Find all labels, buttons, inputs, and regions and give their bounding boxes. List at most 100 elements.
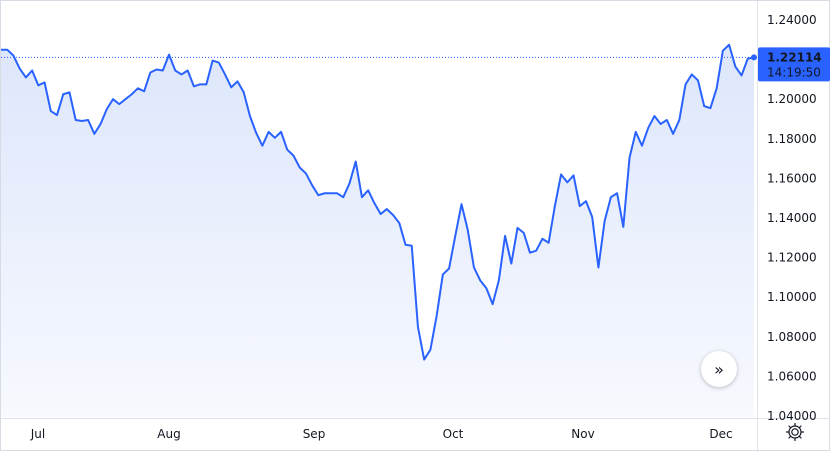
data-point xyxy=(573,174,575,176)
data-point xyxy=(174,69,176,71)
data-point xyxy=(37,84,39,86)
data-point xyxy=(44,81,46,83)
data-point xyxy=(317,194,319,196)
chevron-double-right-icon: » xyxy=(714,359,724,379)
data-point xyxy=(467,229,469,231)
price-series-line xyxy=(1,43,755,361)
data-point xyxy=(81,120,83,122)
data-point xyxy=(691,73,693,75)
data-point xyxy=(255,132,257,134)
data-point xyxy=(330,192,332,194)
data-point xyxy=(62,93,64,95)
data-point xyxy=(541,238,543,240)
data-point xyxy=(261,145,263,147)
data-point xyxy=(417,326,419,328)
data-point xyxy=(411,245,413,247)
x-tick-label: Aug xyxy=(157,427,180,441)
data-point xyxy=(653,115,655,117)
data-point xyxy=(218,62,220,64)
data-point xyxy=(342,196,344,198)
data-point xyxy=(112,98,114,100)
x-tick-label: Jul xyxy=(30,427,45,441)
x-tick-label: Oct xyxy=(443,427,464,441)
data-point xyxy=(118,103,120,105)
data-point xyxy=(187,69,189,71)
data-point xyxy=(93,133,95,135)
data-point xyxy=(498,279,500,281)
data-point xyxy=(591,216,593,218)
data-point xyxy=(741,74,743,76)
x-tick-label: Nov xyxy=(571,427,594,441)
data-point xyxy=(311,184,313,186)
data-point xyxy=(448,267,450,269)
data-point xyxy=(56,114,58,116)
data-point xyxy=(697,79,699,81)
data-point xyxy=(324,192,326,194)
data-point xyxy=(355,161,357,163)
y-tick-label: 1.20000 xyxy=(767,92,817,106)
data-point xyxy=(131,93,133,95)
data-point xyxy=(560,173,562,175)
data-point xyxy=(716,87,718,89)
data-point xyxy=(579,205,581,207)
y-tick-label: 1.12000 xyxy=(767,251,817,265)
data-point xyxy=(286,149,288,151)
data-point xyxy=(6,49,8,51)
data-point xyxy=(622,226,624,228)
data-point xyxy=(87,119,89,121)
gear-icon[interactable] xyxy=(784,421,806,443)
data-point xyxy=(566,181,568,183)
data-point xyxy=(193,85,195,87)
data-point xyxy=(292,155,294,157)
data-point xyxy=(485,287,487,289)
data-point xyxy=(685,83,687,85)
price-area-fill xyxy=(1,44,754,417)
data-point xyxy=(75,119,77,121)
data-point xyxy=(535,250,537,252)
data-point xyxy=(180,73,182,75)
data-point xyxy=(224,73,226,75)
data-point xyxy=(124,98,126,100)
time-axis[interactable]: Jul Aug Sep Oct Nov Dec xyxy=(30,427,733,441)
data-point xyxy=(373,202,375,204)
data-point xyxy=(205,83,207,85)
data-point xyxy=(722,50,724,52)
data-point xyxy=(454,235,456,237)
data-point xyxy=(68,91,70,93)
y-tick-label: 1.06000 xyxy=(767,369,817,383)
data-point xyxy=(523,232,525,234)
data-point xyxy=(349,182,351,184)
data-point xyxy=(212,60,214,62)
y-tick-label: 1.08000 xyxy=(767,330,817,344)
data-point xyxy=(274,137,276,139)
data-point xyxy=(709,107,711,109)
price-axis[interactable]: 1.240001.220001.200001.180001.160001.140… xyxy=(767,13,817,423)
data-point xyxy=(249,115,251,117)
x-tick-label: Dec xyxy=(709,427,732,441)
y-tick-label: 1.24000 xyxy=(767,13,817,27)
data-point xyxy=(423,359,425,361)
data-point xyxy=(367,189,369,191)
data-point xyxy=(168,54,170,56)
data-point xyxy=(554,205,556,207)
data-point xyxy=(299,167,301,169)
data-point xyxy=(479,279,481,281)
data-point xyxy=(548,242,550,244)
data-point xyxy=(50,110,52,112)
data-point xyxy=(635,131,637,133)
data-point xyxy=(149,71,151,73)
data-point xyxy=(629,157,631,159)
y-tick-label: 1.14000 xyxy=(767,211,817,225)
last-point-marker xyxy=(751,54,757,61)
data-point xyxy=(380,213,382,215)
data-point xyxy=(616,192,618,194)
last-price-time: 14:19:50 xyxy=(767,65,821,79)
data-point xyxy=(436,315,438,317)
data-point xyxy=(392,214,394,216)
data-point xyxy=(137,87,139,89)
data-point xyxy=(672,133,674,135)
scroll-to-realtime-button[interactable]: » xyxy=(701,351,737,387)
